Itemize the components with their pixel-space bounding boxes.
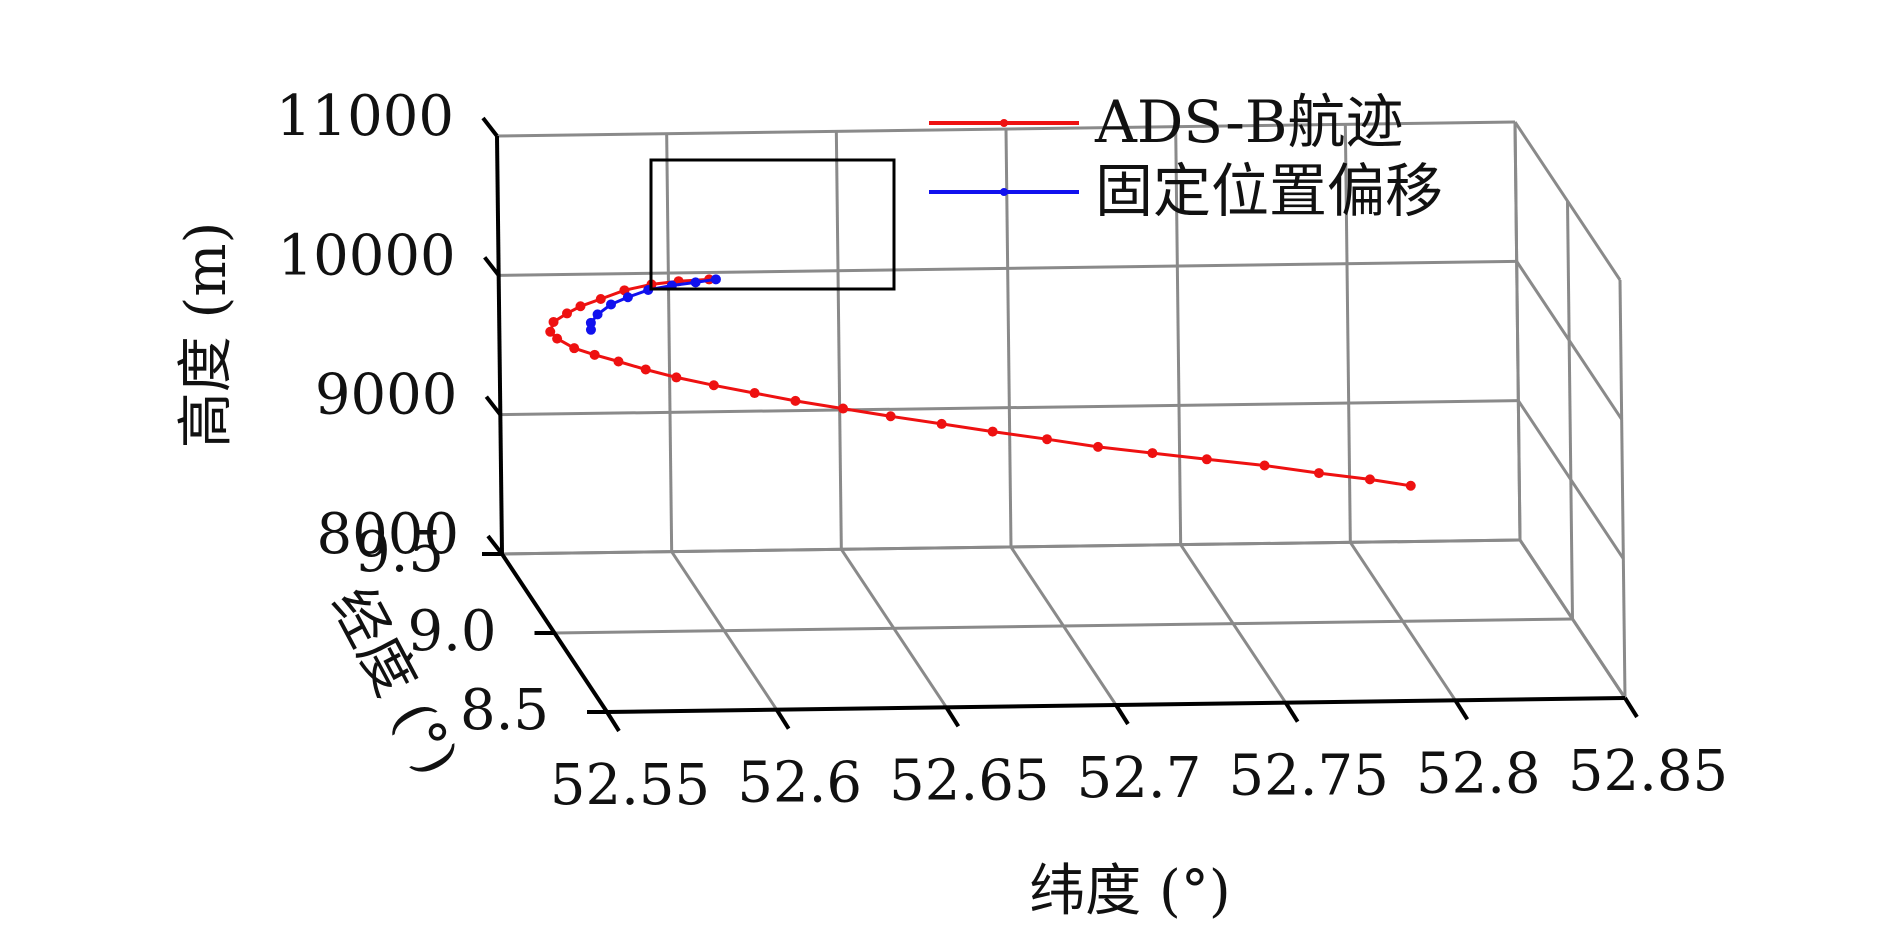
y-tick-label: 8.5 xyxy=(460,678,549,743)
z-tick-mark xyxy=(484,395,502,416)
series-point-0 xyxy=(589,349,600,360)
series-point-0 xyxy=(569,343,580,354)
grid-line-back-x xyxy=(1343,124,1352,543)
legend-label-ads-b: ADS-B航迹 xyxy=(1094,88,1403,156)
series-point-1 xyxy=(690,277,701,288)
series-point-0 xyxy=(613,356,624,367)
series-point-0 xyxy=(885,411,896,422)
z-axis-line xyxy=(495,135,504,555)
series-point-1 xyxy=(710,274,721,285)
x-tick-label: 52.8 xyxy=(1416,741,1541,806)
x-tick-label: 52.65 xyxy=(889,748,1049,813)
ticks-layer: 52.55 52.6 52.65 52.7 52.75 52.8 52.85 8.5 9.0 9.… xyxy=(276,84,1728,818)
grid-line-side-y xyxy=(1566,200,1574,620)
x-tick-label: 52.7 xyxy=(1077,746,1202,811)
z-tick-label: 10000 xyxy=(278,223,456,288)
grid-line-side-y xyxy=(1618,279,1627,699)
series-point-1 xyxy=(585,324,596,335)
series-point-1 xyxy=(592,309,603,320)
legend-label-offset: 固定位置偏移 xyxy=(1095,157,1443,225)
z-tick-label: 8000 xyxy=(316,502,459,567)
grid-line-back-z xyxy=(501,538,1521,556)
grid-line-side-z xyxy=(1515,260,1623,421)
series-point-0 xyxy=(987,426,998,437)
grid-line-back-x xyxy=(1174,126,1183,545)
grid-line-back-x xyxy=(1004,128,1013,548)
grid-line-back-x xyxy=(834,131,843,550)
series-point-0 xyxy=(1093,441,1104,452)
z-axis-label: 高度 (m) xyxy=(174,222,239,449)
x-tick-mark xyxy=(944,706,961,728)
grid-line-back-z xyxy=(500,399,1519,417)
zoom-box xyxy=(649,158,896,291)
series-point-0 xyxy=(640,364,651,375)
series-point-0 xyxy=(671,372,682,383)
x-axis-label: 纬度 (°) xyxy=(1029,859,1231,924)
grid-line-back-z xyxy=(498,259,1517,277)
grid-line-side-z xyxy=(1518,539,1627,699)
series-point-0 xyxy=(838,403,849,414)
series-point-0 xyxy=(595,294,606,305)
y-tick-label: 9.0 xyxy=(407,599,496,664)
x-tick-mark xyxy=(1453,699,1470,721)
series-point-0 xyxy=(575,301,586,312)
grid-line-side-z xyxy=(1513,121,1622,281)
series-point-0 xyxy=(562,308,572,319)
series-point-0 xyxy=(708,380,719,391)
series-point-0 xyxy=(545,326,556,337)
series-point-0 xyxy=(1201,454,1212,465)
x-tick-mark xyxy=(1623,696,1639,719)
grid-line-side-z xyxy=(1517,399,1625,560)
grid-line-back-z xyxy=(496,120,1516,138)
z-tick-mark xyxy=(486,534,504,556)
legend-marker-offset xyxy=(1000,188,1008,196)
series-point-0 xyxy=(749,388,760,399)
series-layer xyxy=(545,274,1416,491)
series-point-0 xyxy=(1405,480,1416,491)
legend-marker-ads-b xyxy=(1000,119,1008,127)
series-point-0 xyxy=(548,316,559,327)
legend: ADS-B航迹 固定位置偏移 xyxy=(929,88,1443,225)
grid-layer xyxy=(495,120,1627,714)
grid-line-side-y xyxy=(1513,121,1522,541)
x-tick-label: 52.6 xyxy=(737,751,862,816)
grid-line-back-x xyxy=(665,133,674,552)
series-point-1 xyxy=(585,317,596,328)
series-point-0 xyxy=(790,395,801,406)
series-point-0 xyxy=(552,333,563,344)
z-tick-mark xyxy=(483,256,501,277)
series-line-0 xyxy=(548,277,1411,488)
series-point-1 xyxy=(622,292,633,303)
grid-line-floor-y xyxy=(554,617,1573,635)
series-point-0 xyxy=(1147,448,1158,459)
x-tick-label: 52.55 xyxy=(550,753,710,818)
series-point-0 xyxy=(1042,434,1053,445)
y-tick-label: 9.5 xyxy=(355,520,444,585)
x-tick-mark xyxy=(1283,701,1300,723)
z-tick-label: 11000 xyxy=(276,84,454,149)
x-tick-label: 52.85 xyxy=(1568,739,1728,804)
x-tick-mark xyxy=(1114,703,1130,726)
x-tick-mark xyxy=(774,708,791,730)
z-tick-label: 9000 xyxy=(315,363,458,428)
x-tick-label: 52.75 xyxy=(1229,744,1389,809)
x-tick-mark xyxy=(605,710,621,733)
series-point-0 xyxy=(1259,460,1270,471)
z-tick-mark xyxy=(481,116,499,138)
series-point-0 xyxy=(936,418,947,429)
series-point-1 xyxy=(606,299,617,310)
series-point-0 xyxy=(1313,468,1324,479)
series-point-0 xyxy=(1364,474,1375,485)
